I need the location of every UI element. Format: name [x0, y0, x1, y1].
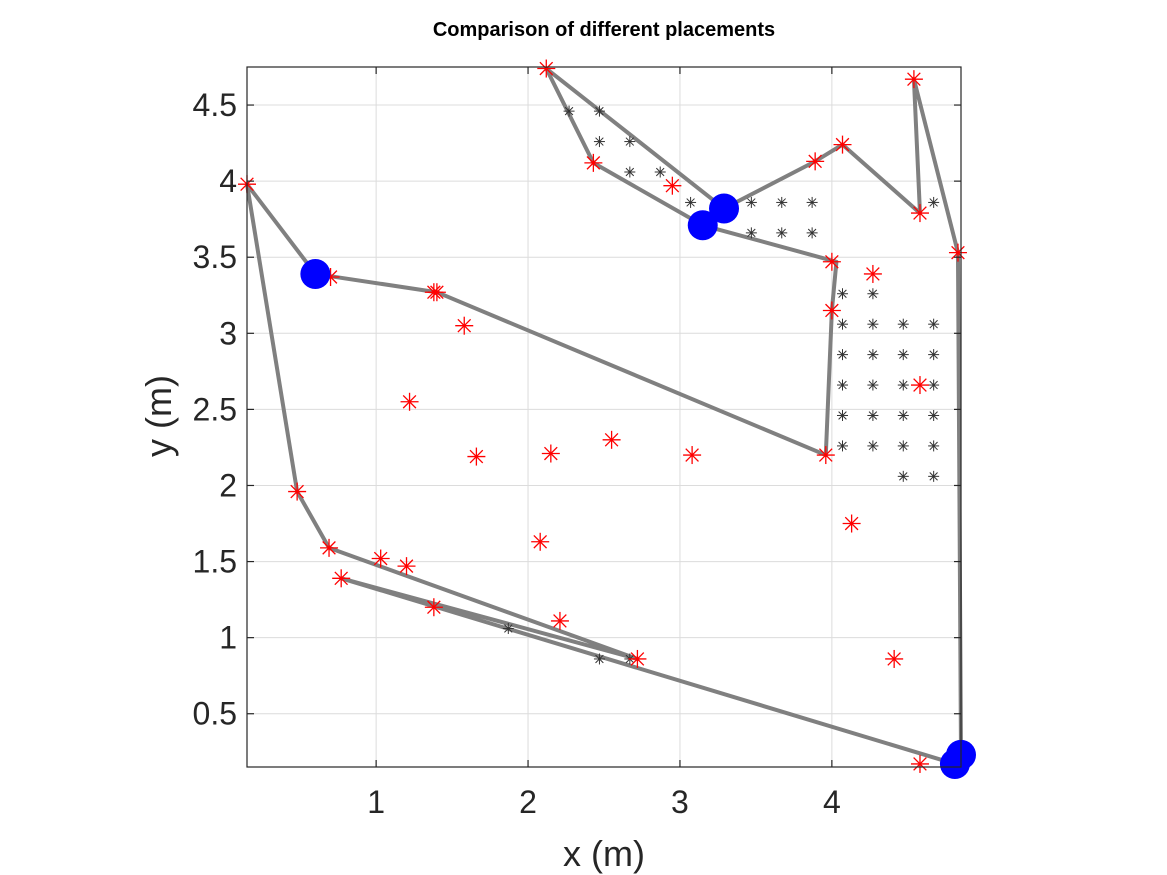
red-star-marker: [910, 754, 929, 773]
red-star-marker: [842, 514, 861, 533]
red-star-marker: [531, 532, 550, 551]
black-star-marker: [928, 196, 940, 208]
black-star-marker: [776, 196, 788, 208]
red-star-marker: [683, 446, 702, 465]
black-star-marker: [897, 379, 909, 391]
black-star-marker: [563, 105, 575, 117]
black-star-marker: [837, 349, 849, 361]
black-star-marker: [776, 227, 788, 239]
black-star-marker: [928, 440, 940, 452]
red-star-marker: [816, 446, 835, 465]
black-star-marker: [928, 349, 940, 361]
black-star-marker: [837, 318, 849, 330]
red-star-marker: [541, 444, 560, 463]
black-star-marker: [928, 409, 940, 421]
red-star-marker: [400, 392, 419, 411]
red-star-marker: [806, 152, 825, 171]
black-star-marker: [593, 136, 605, 148]
red-star-marker: [332, 569, 351, 588]
black-star-marker: [897, 470, 909, 482]
black-star-marker: [745, 196, 757, 208]
black-star-marker: [624, 166, 636, 178]
x-axis-label: x (m): [563, 833, 645, 874]
y-tick-label: 3: [219, 315, 237, 351]
red-star-marker: [628, 649, 647, 668]
placement-dot: [300, 258, 331, 289]
y-tick-label: 1: [219, 620, 237, 656]
red-star-marker: [948, 243, 967, 262]
black-star-marker: [654, 166, 666, 178]
black-star-marker: [928, 470, 940, 482]
black-star-marker: [745, 227, 757, 239]
y-tick-label: 2.5: [193, 391, 237, 427]
black-star-marker: [502, 623, 514, 635]
black-star-marker: [867, 318, 879, 330]
placement-dot: [709, 193, 740, 224]
axis-ticks: 1 2 3 4 0.5 1 1.5 2 2.5 3 3.5 4 4.5: [193, 67, 961, 820]
red-star-marker: [467, 447, 486, 466]
red-star-marker: [550, 611, 569, 630]
red-star-marker: [822, 252, 841, 271]
red-star-marker: [910, 376, 929, 395]
x-tick-label: 4: [823, 784, 841, 820]
red-star-marker: [371, 549, 390, 568]
red-star-marker: [602, 430, 621, 449]
black-star-marker: [897, 409, 909, 421]
black-star-marker: [867, 288, 879, 300]
y-tick-label: 4.5: [193, 87, 237, 123]
y-axis-label: y (m): [138, 375, 179, 457]
placement-dot: [939, 748, 970, 779]
black-star-marker: [806, 196, 818, 208]
red-star-marker: [288, 482, 307, 501]
axes-frame: [246, 66, 962, 768]
black-star-marker: [624, 136, 636, 148]
red-star-marker: [424, 598, 443, 617]
black-star-marker: [837, 288, 849, 300]
y-tick-label: 4: [219, 163, 237, 199]
red-star-marker: [320, 538, 339, 557]
red-star-marker: [833, 135, 852, 154]
red-star-marker: [537, 59, 556, 78]
y-tick-label: 0.5: [193, 696, 237, 732]
black-star-marker: [928, 379, 940, 391]
black-star-marker: [867, 409, 879, 421]
black-star-marker: [867, 349, 879, 361]
path-line: [245, 66, 963, 766]
red-star-marker: [822, 301, 841, 320]
black-star-marker: [593, 653, 605, 665]
black-star-marker: [928, 318, 940, 330]
black-star-marker: [897, 440, 909, 452]
black-star-marker: [897, 318, 909, 330]
x-tick-label: 3: [671, 784, 689, 820]
red-star-marker: [455, 316, 474, 335]
red-star-marker: [910, 204, 929, 223]
y-tick-label: 3.5: [193, 239, 237, 275]
black-star-marker: [837, 379, 849, 391]
red-star-marker: [584, 153, 603, 172]
black-star-marker: [806, 227, 818, 239]
black-star-marker: [837, 440, 849, 452]
x-tick-label: 2: [519, 784, 537, 820]
y-tick-label: 1.5: [193, 544, 237, 580]
red-star-marker: [885, 649, 904, 668]
chart-title: Comparison of different placements: [433, 19, 775, 41]
black-star-marker: [867, 440, 879, 452]
black-star-marker: [685, 196, 697, 208]
black-star-marker: [867, 379, 879, 391]
black-star-marker: [593, 105, 605, 117]
y-tick-label: 2: [219, 467, 237, 503]
red-star-marker: [904, 70, 923, 89]
x-tick-label: 1: [367, 784, 385, 820]
black-star-marker: [837, 409, 849, 421]
data-series: [238, 59, 976, 779]
red-star-marker: [424, 283, 443, 302]
red-star-marker: [397, 557, 416, 576]
red-star-marker: [863, 264, 882, 283]
grid-lines: [247, 67, 961, 767]
placement-dot: [687, 210, 718, 241]
red-star-marker: [663, 176, 682, 195]
black-star-marker: [897, 349, 909, 361]
